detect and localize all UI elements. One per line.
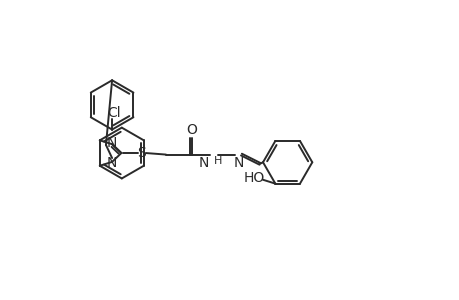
Text: N: N (106, 136, 116, 150)
Text: O: O (185, 123, 196, 137)
Text: HO: HO (243, 171, 264, 185)
Text: N: N (233, 156, 243, 170)
Text: Cl: Cl (106, 106, 120, 120)
Text: N: N (198, 156, 209, 170)
Text: S: S (137, 146, 146, 160)
Text: H: H (213, 156, 222, 166)
Text: N: N (106, 156, 116, 170)
